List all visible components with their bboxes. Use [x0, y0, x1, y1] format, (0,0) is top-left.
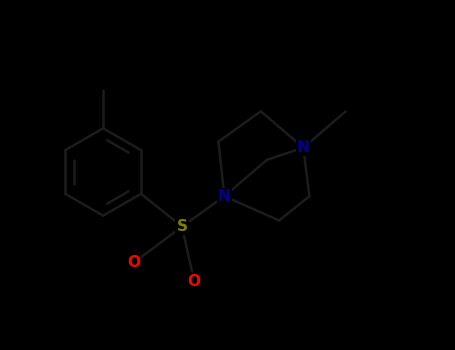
Text: N: N [297, 140, 310, 155]
Text: N: N [218, 189, 231, 204]
Text: O: O [187, 274, 201, 289]
Text: O: O [127, 256, 140, 271]
Text: S: S [177, 219, 187, 234]
